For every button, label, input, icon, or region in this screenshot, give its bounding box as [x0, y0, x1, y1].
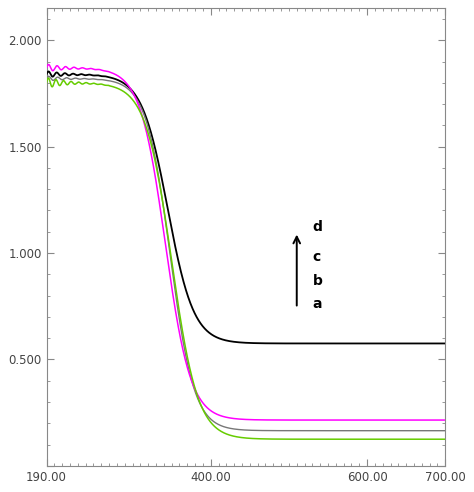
Text: b: b: [312, 274, 322, 288]
Text: c: c: [312, 250, 320, 264]
Text: d: d: [312, 220, 322, 235]
Text: a: a: [312, 297, 322, 311]
